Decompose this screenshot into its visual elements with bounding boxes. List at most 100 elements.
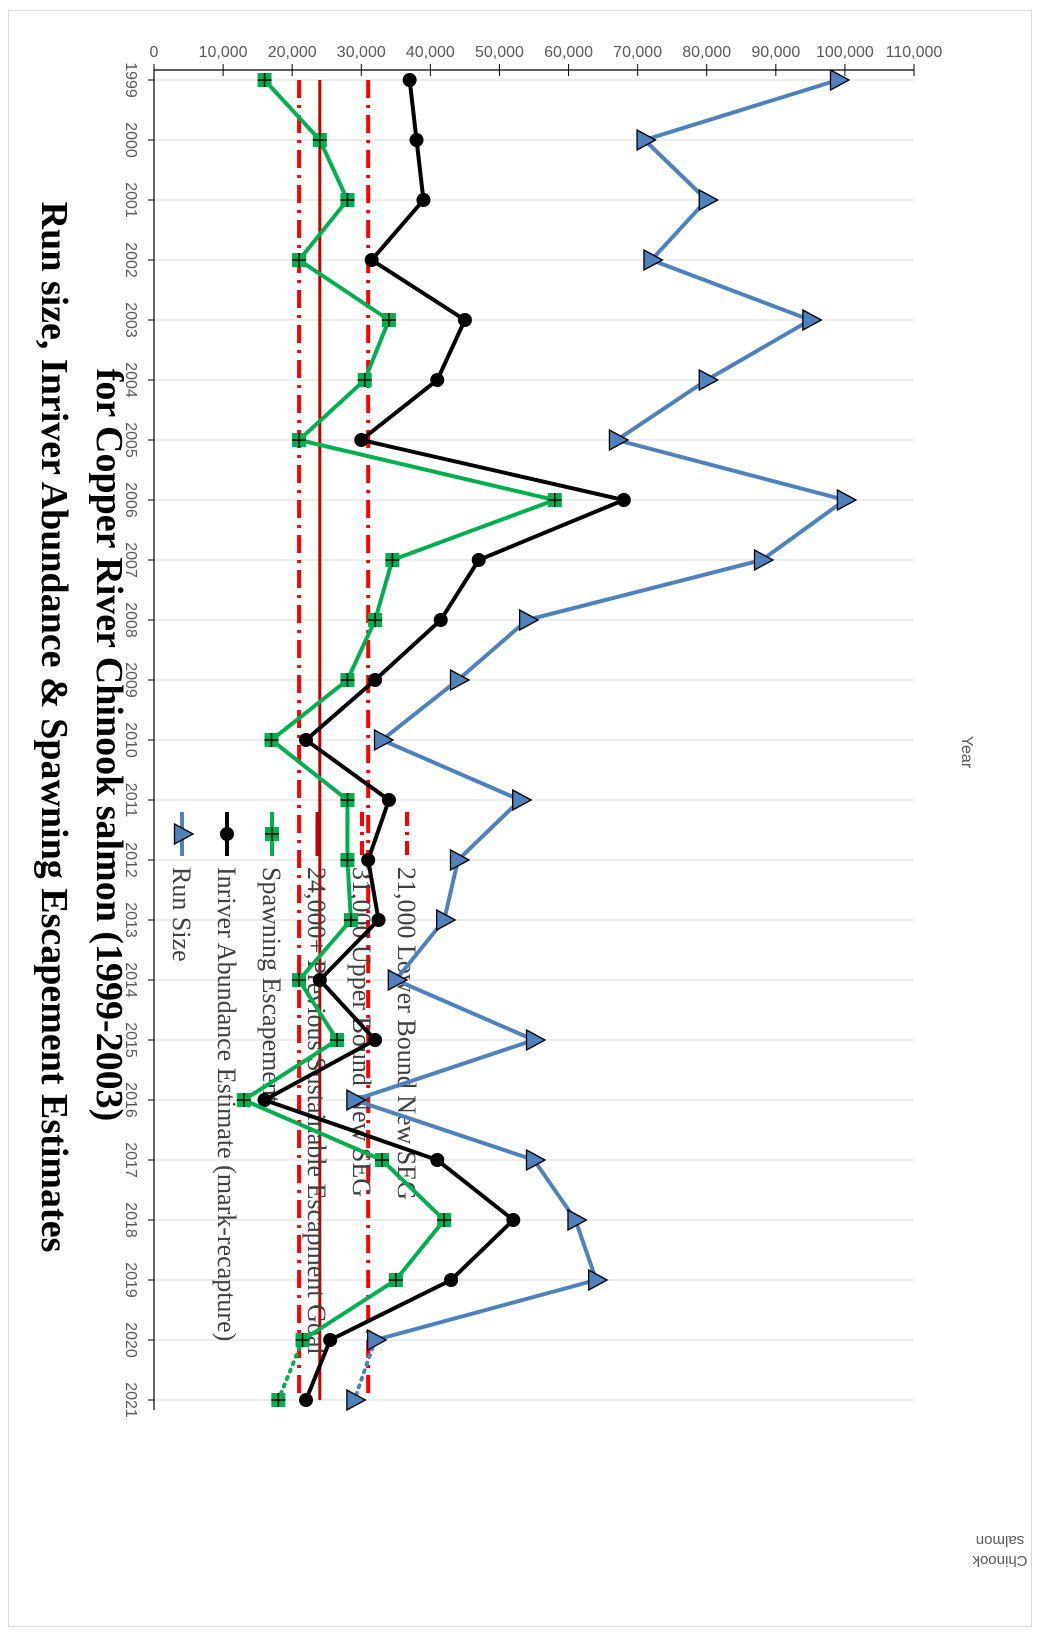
legend-marker [220, 827, 234, 841]
x-tick-label: 2005 [122, 422, 139, 458]
x-tick-label: 2003 [122, 302, 139, 338]
y-tick-label: 0 [150, 44, 159, 61]
data-point [375, 1153, 389, 1167]
data-point [340, 193, 355, 207]
series-1 [257, 73, 631, 1407]
series-line [259, 79, 631, 1342]
data-point [364, 253, 379, 267]
x-tick-label: 2018 [122, 1202, 139, 1238]
y-axis-label: Chinook salmon [972, 1532, 1028, 1569]
data-point [506, 1213, 521, 1227]
y-tick-label: 60,000 [544, 44, 593, 61]
data-point [433, 613, 448, 627]
data-point [236, 1093, 251, 1107]
x-axis-label: Year [958, 736, 975, 769]
data-point [643, 248, 664, 272]
legend-marker [265, 827, 279, 841]
x-tick-label: 1999 [122, 62, 139, 98]
legend-item: 24,000+ Previous Sustainable Escapment G… [302, 812, 331, 1355]
y-tick-label: 110,000 [886, 44, 943, 61]
x-tick-label: 2010 [122, 722, 139, 758]
data-point [346, 1088, 367, 1112]
data-point [430, 1153, 445, 1167]
data-point [802, 308, 823, 332]
y-tick-label: 10,000 [199, 44, 248, 61]
legend-item: Spawning Escapement [257, 812, 286, 1104]
x-tick-label: 2016 [122, 1082, 139, 1118]
data-point [366, 1328, 388, 1352]
data-point [402, 73, 417, 87]
data-point [547, 493, 562, 507]
data-point [430, 373, 445, 387]
x-tick-label: 2006 [122, 482, 139, 518]
data-point [512, 788, 533, 812]
y-tick-label: 70,000 [613, 44, 662, 61]
data-point [368, 613, 383, 627]
y-tick-label: 90,000 [751, 44, 800, 61]
legend-label: Run Size [167, 867, 196, 962]
data-point [343, 913, 358, 927]
data-point [354, 433, 369, 447]
data-point [753, 548, 775, 572]
x-tick-label: 2013 [122, 902, 139, 938]
series-0 [346, 68, 858, 1412]
data-point [340, 673, 355, 687]
x-tick-label: 2019 [122, 1262, 139, 1298]
data-point [588, 1268, 609, 1292]
data-point [292, 973, 307, 987]
legend-marker [173, 822, 195, 846]
data-point [437, 1213, 452, 1227]
data-point [525, 1148, 547, 1172]
data-point [381, 313, 396, 327]
data-point [257, 1093, 272, 1107]
data-point [436, 908, 457, 932]
data-point [295, 1333, 310, 1347]
data-point [525, 1028, 547, 1052]
data-point [698, 188, 720, 212]
x-tick-label: 2000 [122, 122, 139, 158]
x-tick-label: 2004 [122, 362, 139, 398]
x-tick-label: 2020 [122, 1322, 139, 1358]
x-tick-label: 2009 [122, 662, 139, 698]
data-point [381, 793, 396, 807]
x-tick-label: 2011 [122, 783, 139, 818]
data-point [698, 368, 720, 392]
y-tick-label: 40,000 [406, 44, 455, 61]
x-tick-label: 2008 [122, 602, 139, 638]
data-point [385, 553, 400, 567]
data-point [387, 968, 409, 992]
x-tick-label: 2021 [122, 1382, 139, 1418]
data-point [616, 493, 631, 507]
data-point [330, 1033, 345, 1047]
data-point [323, 1333, 338, 1347]
data-point [346, 1388, 367, 1412]
data-point [368, 673, 383, 687]
chart-subtitle: for Copper River Chinook salmon (1999-20… [88, 369, 130, 1122]
data-point [264, 733, 279, 747]
data-point [457, 313, 472, 327]
data-point [373, 728, 395, 752]
y-tick-label: 20,000 [268, 44, 317, 61]
chart-title: Run size, Inriver Abundance & Spawning E… [33, 202, 75, 1253]
legend-item: Run Size [167, 812, 196, 962]
series-line-extension [276, 1338, 305, 1402]
legend-item: 21,000 Lower Bound New SEG [392, 812, 421, 1200]
data-point [299, 1393, 313, 1407]
reference-lines [297, 80, 371, 1400]
data-point [340, 793, 355, 807]
data-point [312, 133, 327, 147]
x-tick-label: 2017 [122, 1142, 139, 1178]
x-tick-label: 2002 [122, 242, 139, 278]
legend-label: Spawning Escapement [257, 867, 286, 1104]
data-point [357, 373, 372, 387]
data-point [271, 1393, 286, 1407]
data-point [361, 853, 376, 867]
data-point [299, 733, 313, 747]
data-point [836, 488, 858, 512]
data-point [636, 128, 657, 152]
chart-frame [8, 10, 1032, 1627]
axes: 1999 2000 2001 2002 2003 2004 2005 2006 2007 2008… [122, 44, 942, 1418]
x-tick-label: 2015 [122, 1022, 139, 1058]
y-tick-label: 80,000 [682, 44, 731, 61]
